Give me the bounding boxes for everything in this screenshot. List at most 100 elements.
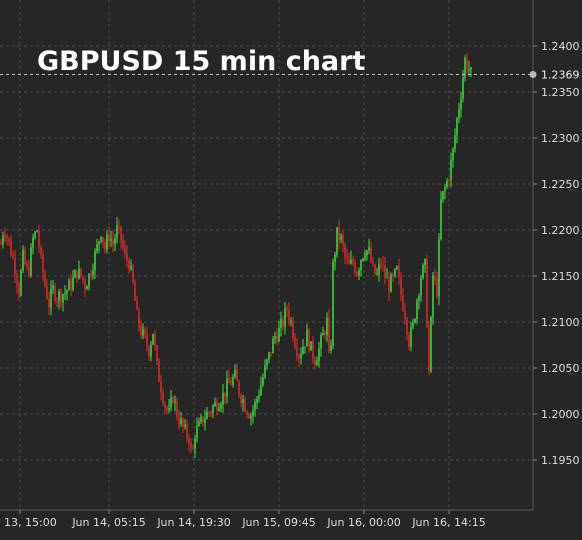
candle-body [226,378,228,397]
y-tick-label: 1.2100 [541,316,580,329]
candle-body [110,239,112,241]
candle-body [34,232,36,238]
x-tick-label: Jun 14, 05:15 [71,516,145,529]
candle-body [440,199,442,239]
candle-body [248,415,250,419]
candle-body [256,398,258,402]
candle-body [280,318,282,328]
candle-body [70,280,72,290]
candle-body [390,274,392,292]
candle-body [64,293,66,295]
candle-body [202,416,204,423]
candles [0,53,472,458]
candle-body [26,264,28,268]
candle-body [2,235,4,244]
y-axis-ticks: 1.2400 1.2350 1.2300 1.2250 1.2200 1.2150 1.21… [533,40,580,467]
candle-body [128,260,130,270]
candle-body [212,405,214,413]
candle-body [328,317,330,352]
candle-body [200,416,202,422]
candle-body [146,334,148,347]
candle-body [224,392,226,397]
candle-body [348,258,350,264]
candle-body [232,377,234,385]
candle-body [138,309,140,327]
candle-body [264,365,266,378]
x-tick-label: Jun 16, 00:00 [326,516,400,529]
candle-body [294,337,296,348]
candle-body [12,255,14,259]
candle-body [424,258,426,266]
candle-body [150,344,152,357]
candle-body [444,187,446,192]
candle-body [32,237,34,248]
candle-body [436,278,438,297]
candle-body [300,353,302,359]
candle-body [376,273,378,275]
candle-body [148,346,150,357]
candle-body [420,278,422,296]
candle-body [72,277,74,290]
candle-body [18,284,20,295]
candle-body [216,402,218,411]
candle-body [412,322,414,327]
candle-body [238,381,240,396]
candle-body [274,335,276,339]
candle-body [304,346,306,348]
candle-body [194,438,196,449]
candle-body [58,291,60,301]
candle-body [158,361,160,382]
candle-body [218,408,220,411]
candle-body [178,417,180,425]
candle-body [132,265,134,283]
candle-body [6,236,8,238]
candle-body [336,227,338,255]
candle-body [96,244,98,252]
candle-body [296,347,298,356]
candle-body [284,308,286,327]
candle-body [10,241,12,256]
candle-body [332,261,334,346]
candle-body [182,418,184,427]
candle-body [246,411,248,416]
candle-body [400,277,402,295]
candle-body [170,397,172,408]
candle-body [206,412,208,419]
candle-body [222,392,224,405]
candle-body [164,403,166,408]
candle-body [398,266,400,278]
candle-body [54,285,56,301]
y-tick-label: 1.2300 [541,132,580,145]
candle-body [462,77,464,99]
candle-body [66,290,68,294]
candle-body [52,285,54,289]
candle-body [208,412,210,414]
candle-body [214,402,216,406]
candle-body [290,320,292,322]
candle-body [394,269,396,276]
candle-body [272,338,274,354]
candle-body [432,275,434,318]
candle-body [416,300,418,320]
candle-body [346,256,348,259]
candle-body [326,317,328,336]
candle-body [94,251,96,271]
candle-body [88,273,90,287]
candle-body [36,230,38,233]
candle-body [350,259,352,264]
candle-body [298,355,300,359]
candle-body [464,57,466,78]
candle-body [16,274,18,285]
candle-body [352,259,354,263]
candle-body [196,425,198,439]
candle-body [166,407,168,410]
candle-body [56,300,58,302]
candle-body [434,275,436,279]
candle-body [278,327,280,342]
candle-body [442,191,444,200]
candle-body [78,268,80,279]
candle-body [152,334,154,345]
candle-body [108,234,110,241]
candle-body [366,250,368,256]
candle-body [118,225,120,227]
